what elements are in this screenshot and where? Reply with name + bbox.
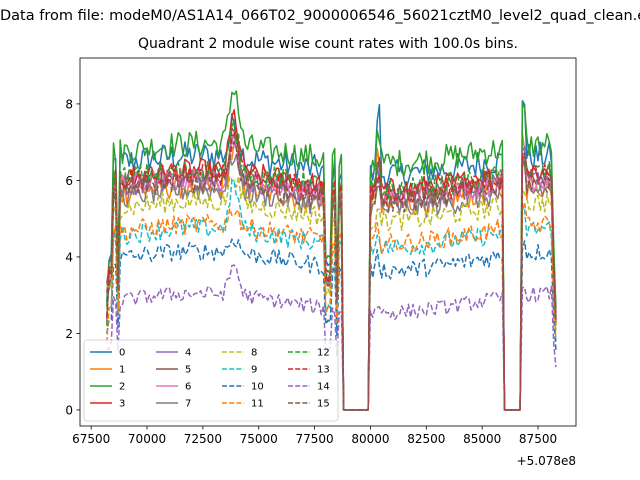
legend-label-4: 4 [185, 348, 191, 359]
legend-label-11: 11 [251, 399, 264, 410]
series-line-13 [106, 127, 557, 411]
x-tick-label: 85000 [463, 432, 501, 446]
legend-label-0: 0 [119, 348, 125, 359]
series-line-10 [106, 238, 557, 411]
y-tick-label: 2 [65, 327, 73, 341]
legend-label-8: 8 [251, 348, 257, 359]
y-tick-label: 6 [65, 174, 73, 188]
x-tick-label: 80000 [351, 432, 389, 446]
legend-label-7: 7 [185, 399, 191, 410]
legend-label-5: 5 [185, 365, 191, 376]
x-tick-label: 75000 [240, 432, 278, 446]
y-tick-label: 4 [65, 250, 73, 264]
x-tick-label: 72500 [184, 432, 222, 446]
legend-label-2: 2 [119, 382, 125, 393]
x-tick-label: 67500 [72, 432, 110, 446]
legend-label-1: 1 [119, 365, 125, 376]
x-offset-label: +5.078e8 [517, 454, 576, 468]
series-line-11 [106, 201, 557, 411]
legend-label-14: 14 [317, 382, 330, 393]
x-tick-label: 82500 [407, 432, 445, 446]
legend-label-3: 3 [119, 399, 125, 410]
legend-label-15: 15 [317, 399, 330, 410]
legend-label-12: 12 [317, 348, 330, 359]
figure-suptitle: Data from file: modeM0/AS1A14_066T02_900… [0, 8, 640, 24]
series-line-8 [106, 175, 557, 411]
x-tick-label: 70000 [128, 432, 166, 446]
legend-label-10: 10 [251, 382, 264, 393]
x-tick-label: 87500 [519, 432, 557, 446]
x-tick-label: 77500 [296, 432, 334, 446]
chart-title: Quadrant 2 module wise count rates with … [138, 36, 518, 52]
series-line-15 [106, 141, 557, 411]
y-tick-label: 0 [65, 403, 73, 417]
series-line-9 [106, 179, 557, 411]
legend-label-6: 6 [185, 382, 191, 393]
series-group [106, 90, 557, 411]
legend-label-13: 13 [317, 365, 330, 376]
series-line-12 [106, 119, 557, 411]
legend-label-9: 9 [251, 365, 257, 376]
plot-frame [79, 57, 577, 427]
series-line-14 [106, 264, 557, 411]
legend-box [83, 339, 339, 422]
y-tick-label: 8 [65, 97, 73, 111]
